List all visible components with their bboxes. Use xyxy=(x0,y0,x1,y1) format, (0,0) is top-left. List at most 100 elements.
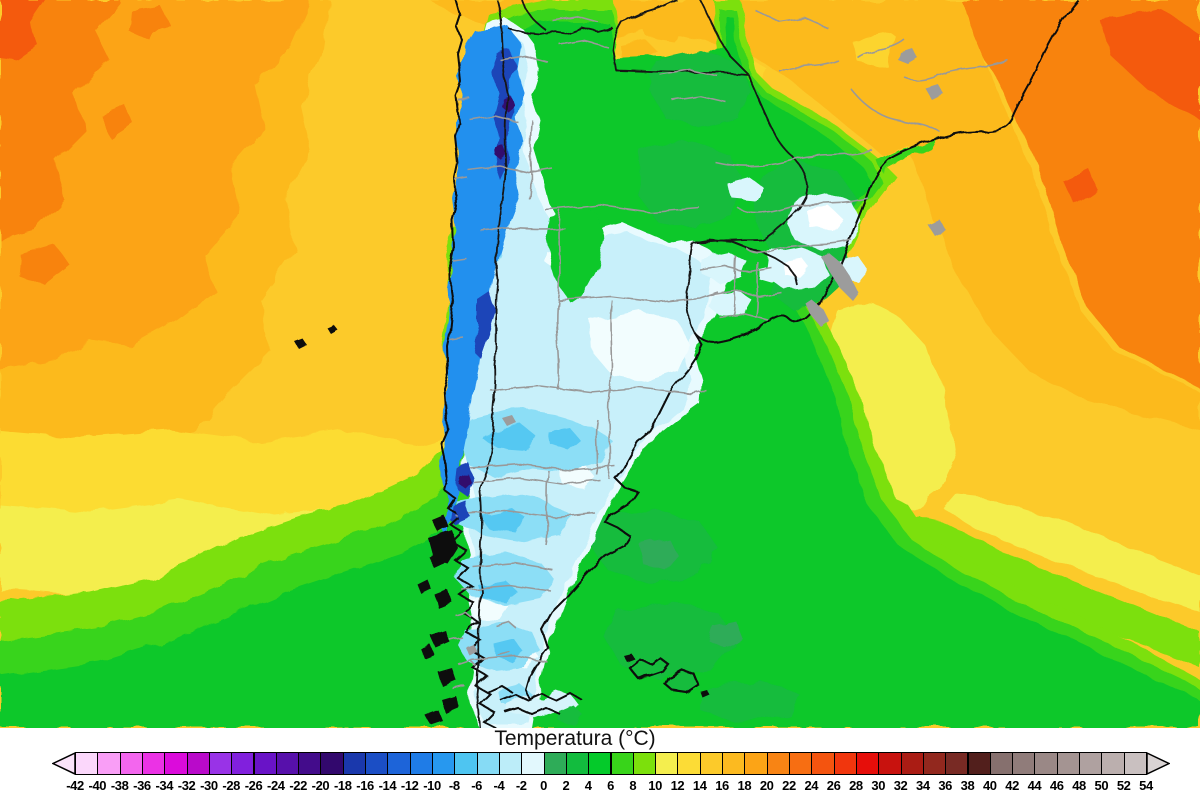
legend-cell xyxy=(655,752,679,775)
legend-cell xyxy=(521,752,545,775)
legend-tick-label: -14 xyxy=(378,778,397,793)
legend-tick-label: -42 xyxy=(66,778,84,793)
legend-tick-label: 0 xyxy=(540,778,547,793)
fjord-coastline xyxy=(443,489,497,728)
legend-tick-label: -22 xyxy=(289,778,307,793)
legend-tick-label: 4 xyxy=(584,778,592,793)
legend-cell xyxy=(677,752,701,775)
legend-cell xyxy=(811,752,835,775)
legend-cell xyxy=(342,752,367,775)
legend-cell xyxy=(208,752,233,775)
legend-cell xyxy=(543,752,567,775)
province-borders xyxy=(449,9,1009,689)
legend-bar xyxy=(0,752,1200,775)
legend-cell xyxy=(1012,752,1036,775)
legend-cell xyxy=(855,752,880,775)
cold-region-andes-patagonia xyxy=(441,18,868,728)
legend-tick-label: -10 xyxy=(423,778,441,793)
fjord-islands xyxy=(418,515,460,724)
legend-tick-label: -40 xyxy=(88,778,107,793)
legend-tick-label: 20 xyxy=(759,778,774,793)
legend-tick-label: -12 xyxy=(400,778,419,793)
legend-tick-label: 28 xyxy=(849,778,863,793)
legend-tick-label: 12 xyxy=(670,778,685,793)
legend-cell xyxy=(989,752,1014,775)
legend-arrow-left-shape xyxy=(52,752,75,775)
legend-tick-label: 52 xyxy=(1116,778,1131,793)
legend-cell xyxy=(119,752,143,775)
legend-title: Temperatura (°C) xyxy=(494,727,656,750)
legend-tick-label: -2 xyxy=(515,778,527,793)
legend-cell xyxy=(97,752,121,775)
temperature-map xyxy=(0,0,1200,728)
legend-tick-label: 18 xyxy=(737,778,752,793)
legend-cell xyxy=(922,752,947,775)
legend-cell xyxy=(632,752,657,775)
legend-cell xyxy=(610,752,634,775)
legend-cell xyxy=(565,752,590,775)
legend-tick-label: 50 xyxy=(1094,778,1109,793)
legend-tick-label: -16 xyxy=(356,778,374,793)
legend-tick-label: -34 xyxy=(155,778,174,793)
legend-tick-label: 22 xyxy=(782,778,796,793)
legend-tick-label: 32 xyxy=(893,778,908,793)
legend-tick-label: -32 xyxy=(177,778,196,793)
legend-tick-label: 2 xyxy=(562,778,570,793)
legend-tick-label: 24 xyxy=(804,778,819,793)
legend-cell xyxy=(722,752,746,775)
legend-tick-label: 6 xyxy=(607,778,614,793)
legend-cell xyxy=(476,752,500,775)
legend-tick-label: 16 xyxy=(715,778,729,793)
country-borders xyxy=(476,0,808,728)
legend-cell xyxy=(1101,752,1125,775)
legend-labels: -42 -40 -38 -36 -34 -32 -30 -28 -26 -24 -22 -20 -18-… xyxy=(0,778,1200,796)
legend-arrow-right-shape xyxy=(1146,752,1170,775)
legend-arrow-right xyxy=(1146,752,1170,775)
legend-cell xyxy=(967,752,991,775)
legend-tick-label: 8 xyxy=(629,778,637,793)
legend-tick-label: -20 xyxy=(311,778,330,793)
legend-cell xyxy=(1056,752,1081,775)
chile-coastline xyxy=(440,0,464,491)
tierra-del-fuego-coast xyxy=(487,684,583,716)
legend-tick-label: 46 xyxy=(1049,778,1064,793)
legend-tick-label: -36 xyxy=(133,778,151,793)
legend-cell xyxy=(1034,752,1058,775)
legend-cell xyxy=(945,752,969,775)
legend-tick-label: 48 xyxy=(1072,778,1086,793)
legend-cell xyxy=(253,752,277,775)
legend-cell xyxy=(409,752,433,775)
legend-cell xyxy=(878,752,902,775)
atlantic-coastline xyxy=(524,0,1079,701)
legend-cell xyxy=(320,752,344,775)
legend-tick-label: 10 xyxy=(648,778,662,793)
legend-cell xyxy=(298,752,322,775)
legend-arrow-left xyxy=(52,752,75,775)
legend-tick-label: -6 xyxy=(471,778,483,793)
legend-cell xyxy=(387,752,411,775)
legend-tick-label: -8 xyxy=(448,778,460,793)
legend-cell xyxy=(275,752,300,775)
legend-tick-label: -4 xyxy=(493,778,505,793)
legend-cell xyxy=(164,752,188,775)
legend-cell xyxy=(588,752,612,775)
legend-tick-label: 42 xyxy=(1005,778,1019,793)
legend-cell xyxy=(789,752,813,775)
legend-tick-label: 36 xyxy=(938,778,953,793)
legend-cell xyxy=(454,752,478,775)
legend-cell xyxy=(1123,752,1147,775)
temperature-map-canvas xyxy=(0,0,1200,728)
legend-cell xyxy=(75,752,99,775)
legend-cell xyxy=(231,752,255,775)
legend-tick-label: -30 xyxy=(200,778,218,793)
legend-cell xyxy=(699,752,724,775)
legend-cell xyxy=(900,752,924,775)
legend-tick-label: -28 xyxy=(222,778,240,793)
legend-tick-label: -38 xyxy=(110,778,129,793)
legend-tick-label: 26 xyxy=(826,778,841,793)
legend-cell xyxy=(766,752,790,775)
legend-tick-label: 14 xyxy=(692,778,707,793)
legend-cell xyxy=(498,752,523,775)
falkland-islands xyxy=(624,654,710,698)
